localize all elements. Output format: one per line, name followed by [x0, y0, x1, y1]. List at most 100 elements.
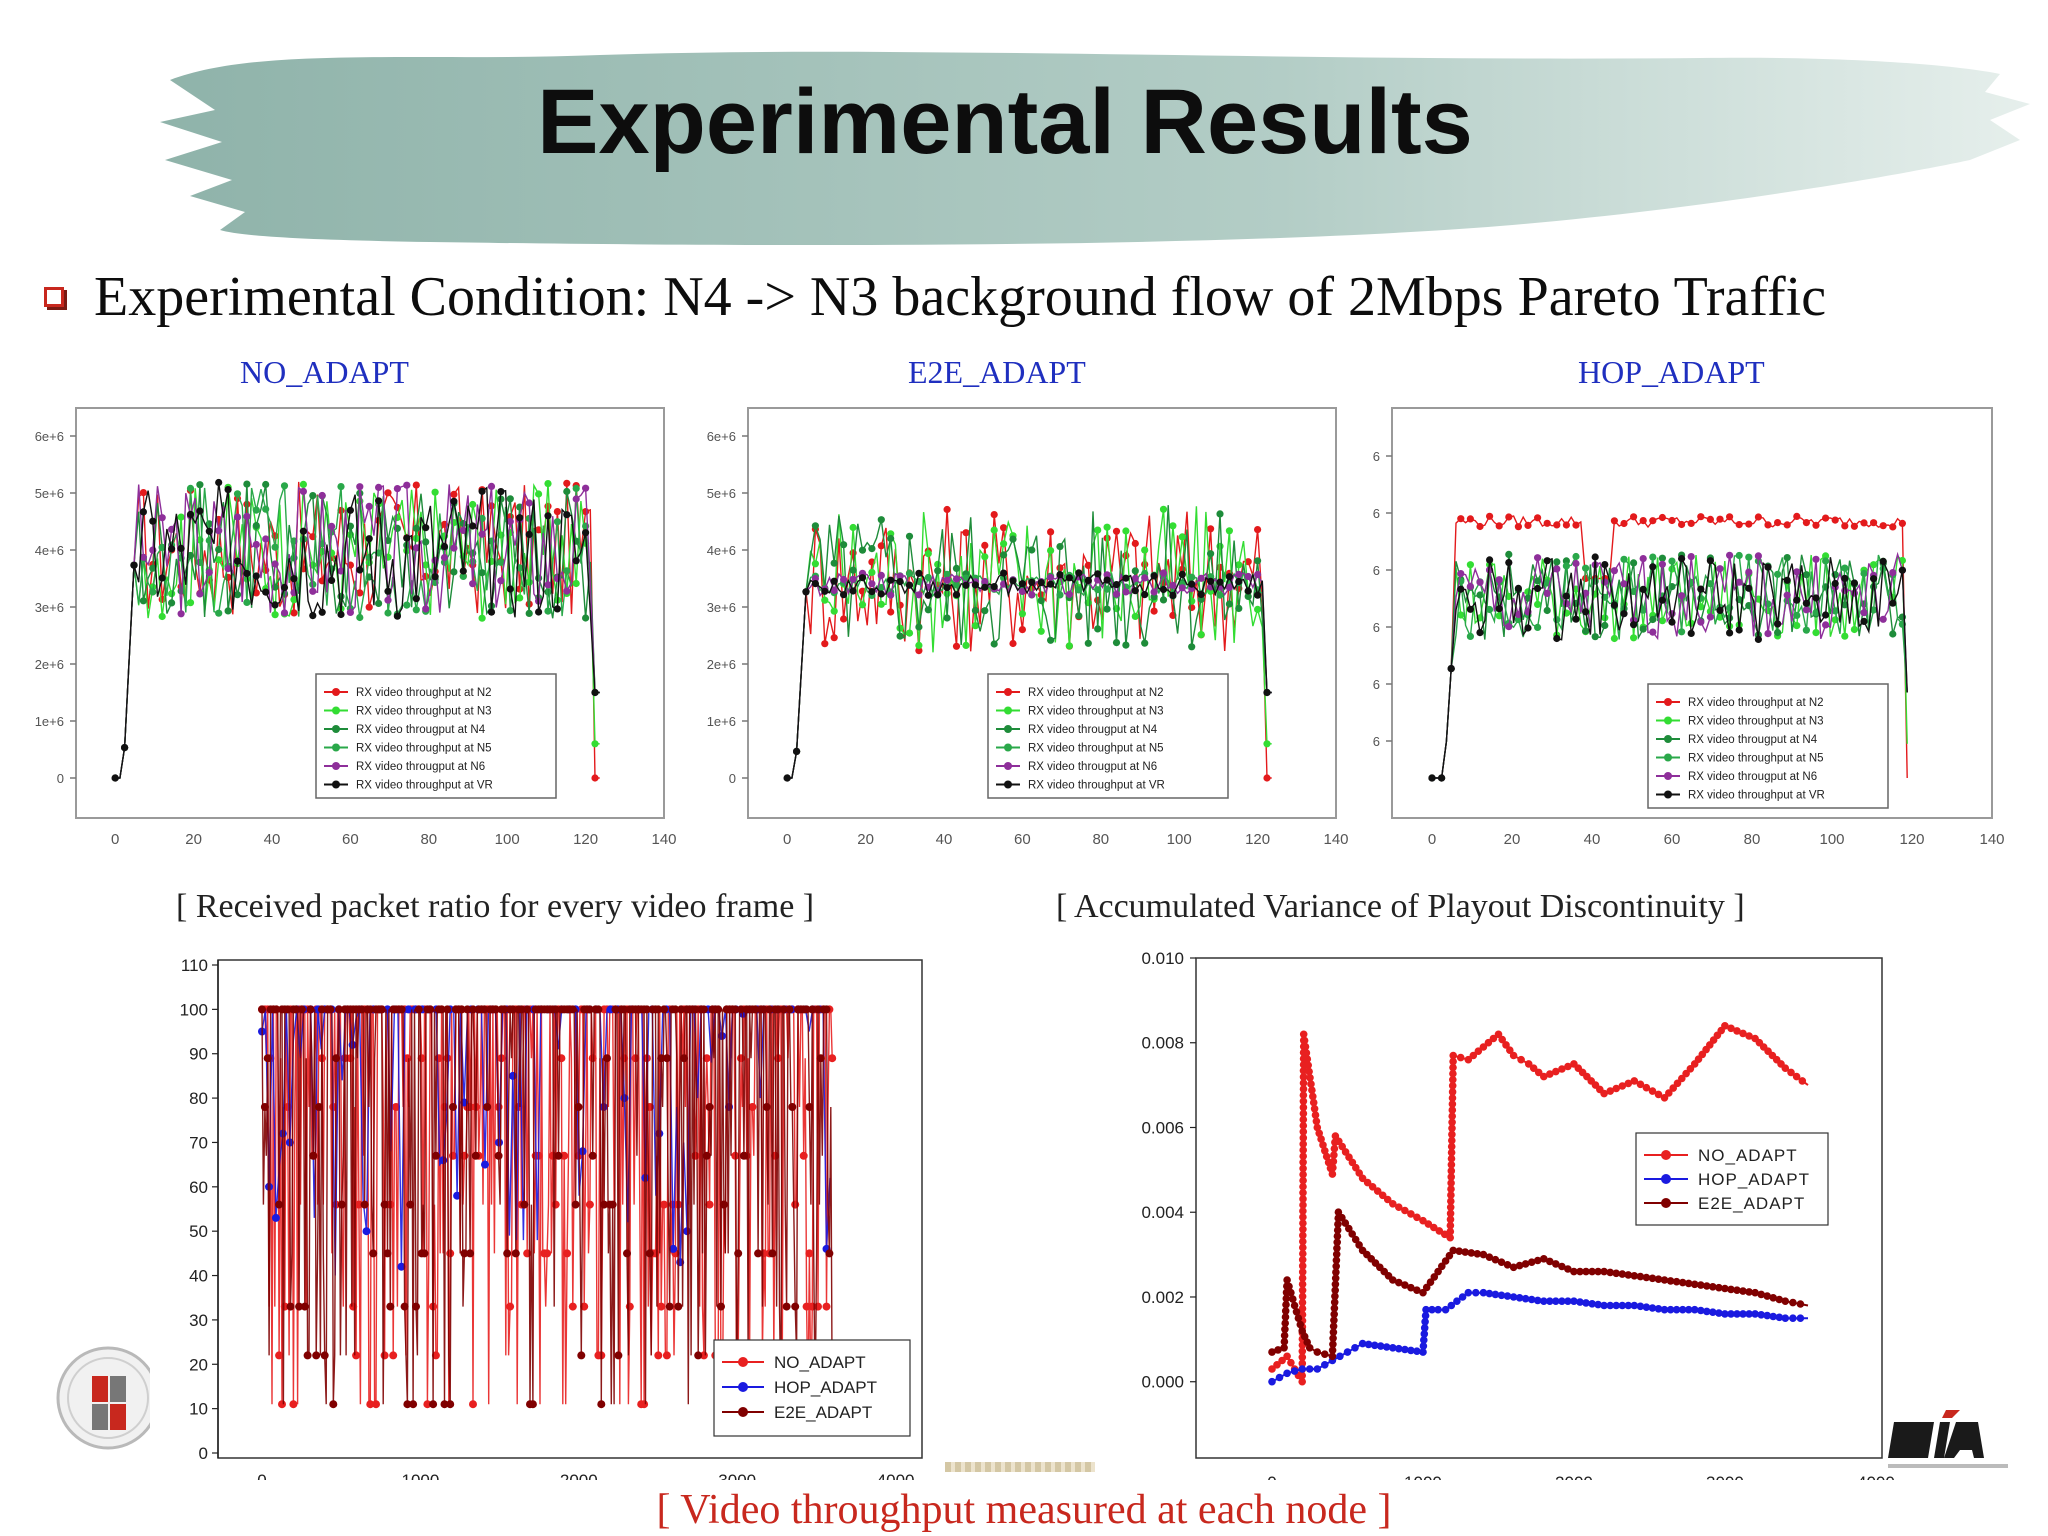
- series-point: [478, 530, 486, 538]
- series-point: [1553, 558, 1561, 566]
- series-point: [765, 1005, 774, 1014]
- series-point: [924, 606, 932, 614]
- series-point: [275, 1200, 284, 1209]
- x-tick-label: 120: [573, 831, 598, 848]
- series-point: [1446, 1221, 1455, 1230]
- series-point: [1600, 1301, 1608, 1310]
- series-point: [500, 1005, 509, 1014]
- series-point: [705, 1200, 714, 1209]
- series-point: [544, 581, 552, 589]
- series-point: [1299, 1219, 1307, 1227]
- series-point: [1225, 583, 1233, 591]
- series-point: [754, 1249, 763, 1258]
- series-point: [680, 1054, 688, 1063]
- series-point: [1447, 1167, 1456, 1175]
- series-point: [1781, 1314, 1790, 1322]
- series-point: [896, 578, 904, 586]
- series-point: [1620, 519, 1628, 528]
- series-point: [403, 481, 411, 489]
- series-point: [1254, 570, 1262, 579]
- series-point: [1244, 587, 1252, 595]
- series-point: [1278, 1356, 1286, 1365]
- legend-marker: [1661, 1150, 1671, 1160]
- legend-marker: [738, 1407, 748, 1417]
- series-point: [517, 1005, 526, 1014]
- series-point: [457, 1005, 466, 1014]
- series-point: [748, 1103, 757, 1111]
- series-point: [981, 607, 989, 615]
- series-point: [1047, 528, 1055, 536]
- series-point: [497, 488, 505, 496]
- series-point: [543, 1249, 552, 1258]
- series-point: [450, 497, 458, 505]
- series-point: [1299, 1164, 1307, 1173]
- series-point: [1275, 1373, 1284, 1382]
- series-point: [981, 541, 989, 549]
- series-point: [372, 1400, 380, 1409]
- series-point: [1420, 1336, 1428, 1344]
- series-point: [289, 1400, 298, 1409]
- x-tick-label: 120: [1899, 831, 1924, 848]
- series-point: [1562, 600, 1570, 608]
- series-point: [309, 492, 317, 500]
- series-point: [1582, 1267, 1590, 1276]
- series-point: [1274, 1346, 1282, 1354]
- series-point: [158, 543, 166, 551]
- series-point: [1515, 1294, 1524, 1302]
- series-point: [1438, 1262, 1446, 1271]
- series-point: [215, 527, 223, 535]
- series-point: [1448, 1136, 1456, 1145]
- series-point: [887, 591, 895, 599]
- series-point: [459, 572, 467, 580]
- series-point: [1448, 1124, 1456, 1133]
- series-point: [877, 600, 885, 608]
- series-point: [186, 599, 195, 607]
- series-point: [1697, 513, 1705, 521]
- series-point: [412, 544, 420, 552]
- y-tick-label: 0.010: [1141, 949, 1184, 968]
- series-point: [1009, 639, 1017, 648]
- series-point: [1333, 1244, 1341, 1253]
- series-point: [478, 487, 486, 495]
- series-point: [1298, 1347, 1307, 1356]
- series-point: [1642, 1303, 1651, 1311]
- series-point: [915, 569, 923, 577]
- series-point: [290, 596, 298, 604]
- legend-marker: [332, 706, 340, 715]
- series-point: [1464, 1055, 1473, 1064]
- series-point: [905, 581, 914, 589]
- series-point: [481, 1160, 489, 1169]
- series-point: [497, 495, 505, 503]
- series-point: [1543, 519, 1551, 527]
- series-point: [1802, 626, 1810, 634]
- series-point: [1000, 569, 1008, 577]
- series-point: [560, 1151, 569, 1160]
- series-point: [887, 608, 895, 616]
- series-point: [1485, 1253, 1494, 1261]
- series-point: [1485, 1289, 1494, 1298]
- series-point: [739, 1151, 748, 1160]
- series-point: [1281, 1319, 1289, 1327]
- series-point: [1150, 607, 1158, 615]
- x-tick-label: 1000: [1404, 1473, 1442, 1480]
- series-point: [1666, 1305, 1675, 1314]
- series-point: [177, 610, 185, 618]
- series-point: [400, 1302, 409, 1311]
- series-point: [811, 560, 819, 568]
- series-point: [1159, 505, 1168, 513]
- series-point: [1552, 1260, 1560, 1268]
- series-point: [1244, 592, 1252, 600]
- series-point: [553, 518, 562, 526]
- series-point: [1457, 585, 1465, 593]
- series-point: [1706, 580, 1714, 588]
- series-point: [1529, 1064, 1538, 1072]
- series-point: [303, 1351, 312, 1360]
- series-point: [1301, 1042, 1310, 1051]
- series-point: [1494, 1030, 1503, 1039]
- series-point: [1588, 1267, 1596, 1276]
- series-point: [224, 486, 232, 494]
- series-point: [1178, 584, 1186, 592]
- legend-label: RX video throughput at N5: [1028, 743, 1164, 755]
- series-point: [412, 524, 420, 532]
- series-point: [1037, 627, 1045, 635]
